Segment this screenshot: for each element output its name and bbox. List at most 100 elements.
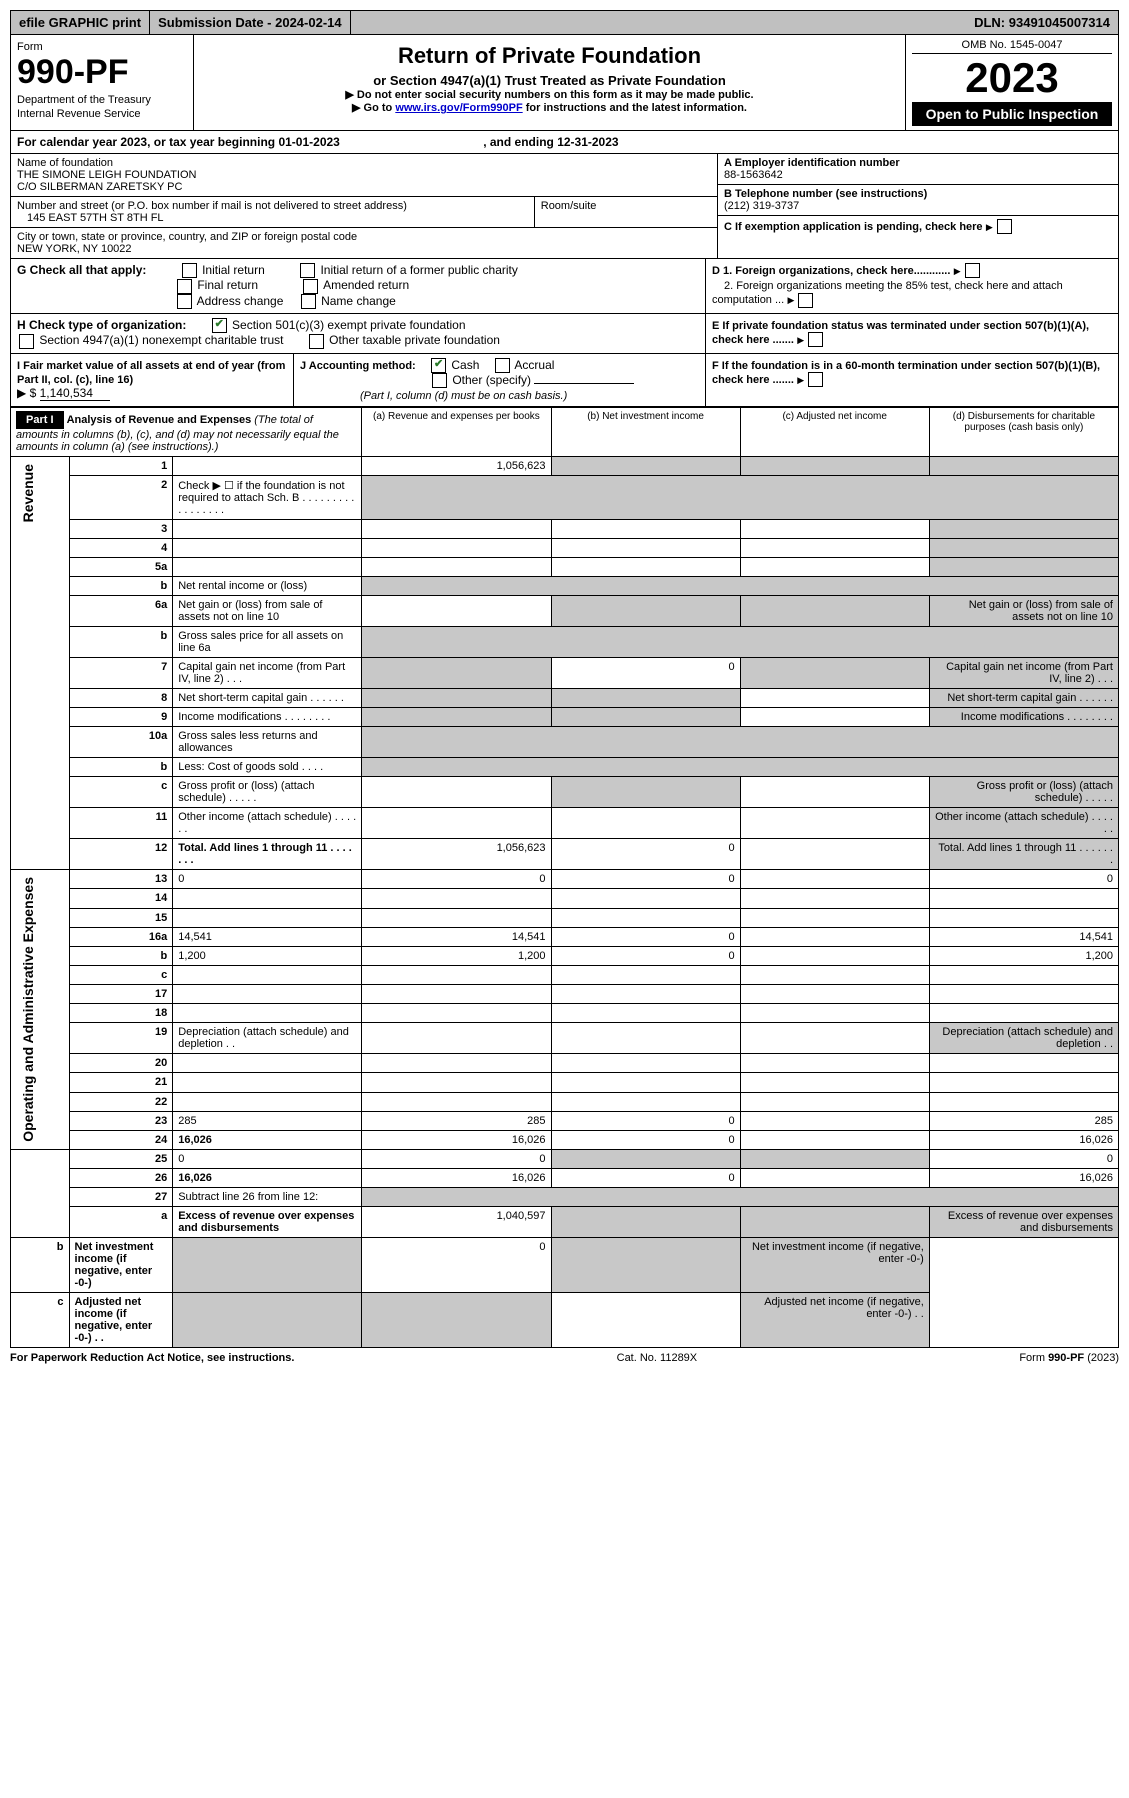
line-description: Less: Cost of goods sold . . . .: [173, 758, 362, 777]
line-number: 26: [69, 1169, 173, 1188]
cell-c: [740, 658, 929, 689]
tax-year: 2023: [912, 54, 1112, 102]
line-description: [173, 558, 362, 577]
line-description: Excess of revenue over expenses and disb…: [173, 1207, 362, 1238]
table-row: 3: [11, 520, 1119, 539]
cell-a: [362, 1092, 551, 1111]
footer: For Paperwork Reduction Act Notice, see …: [10, 1348, 1119, 1364]
table-row: Operating and Administrative Expenses130…: [11, 870, 1119, 889]
line-number: c: [69, 777, 173, 808]
line-number: b: [69, 627, 173, 658]
checkbox-otherpf[interactable]: [309, 334, 324, 349]
checkbox-address[interactable]: [177, 294, 192, 309]
line-description: 16,026: [173, 1130, 362, 1149]
cell-d: Gross profit or (loss) (attach schedule)…: [929, 777, 1118, 808]
cell-a: [362, 708, 551, 727]
cell-d: Adjusted net income (if negative, enter …: [740, 1293, 929, 1348]
checkbox-amended[interactable]: [303, 279, 318, 294]
line-number: 27: [69, 1188, 173, 1207]
checkbox-cash[interactable]: [431, 358, 446, 373]
table-row: aExcess of revenue over expenses and dis…: [11, 1207, 1119, 1238]
cell-b: [551, 965, 740, 984]
checkbox-namechange[interactable]: [301, 294, 316, 309]
checkbox-other-method[interactable]: [432, 373, 447, 388]
line-number: 18: [69, 1004, 173, 1023]
cell-a: 1,056,623: [362, 839, 551, 870]
line-description: [173, 520, 362, 539]
cell-a: [362, 658, 551, 689]
cell-c: [740, 927, 929, 946]
cell-a: [362, 539, 551, 558]
cell-d: [929, 1092, 1118, 1111]
cell-a: 16,026: [362, 1169, 551, 1188]
g-row: G Check all that apply: Initial return I…: [17, 263, 699, 278]
cell-d: Total. Add lines 1 through 11 . . . . . …: [929, 839, 1118, 870]
cell-b: [551, 777, 740, 808]
line-number: 22: [69, 1092, 173, 1111]
cell-d: 285: [929, 1111, 1118, 1130]
checkbox-accrual[interactable]: [495, 358, 510, 373]
cell-c: [740, 839, 929, 870]
line-description: [173, 1073, 362, 1092]
table-row: 7Capital gain net income (from Part IV, …: [11, 658, 1119, 689]
cell-b: 0: [551, 658, 740, 689]
line-description: Gross sales price for all assets on line…: [173, 627, 362, 658]
table-row: c: [11, 965, 1119, 984]
line-description: 16,026: [173, 1169, 362, 1188]
table-row: 2616,02616,026016,026: [11, 1169, 1119, 1188]
checkbox-initial-former[interactable]: [300, 263, 315, 278]
cell-a: [173, 1238, 362, 1293]
cell-d: 0: [929, 870, 1118, 889]
line-description: [173, 908, 362, 927]
cell-c: [740, 539, 929, 558]
expenses-label: Operating and Administrative Expenses: [16, 873, 40, 1146]
cell-c: [740, 558, 929, 577]
cell-d: Net gain or (loss) from sale of assets n…: [929, 596, 1118, 627]
table-row: 20: [11, 1054, 1119, 1073]
line-number: 1: [69, 457, 173, 476]
checkbox-d1[interactable]: [965, 263, 980, 278]
cell-d: Excess of revenue over expenses and disb…: [929, 1207, 1118, 1238]
cell-d: [929, 965, 1118, 984]
table-row: 16a14,54114,541014,541: [11, 927, 1119, 946]
table-row: 14: [11, 889, 1119, 908]
table-row: 11Other income (attach schedule) . . . .…: [11, 808, 1119, 839]
cell-a: 14,541: [362, 927, 551, 946]
table-row: 9Income modifications . . . . . . . .Inc…: [11, 708, 1119, 727]
form-link[interactable]: www.irs.gov/Form990PF: [395, 102, 522, 114]
cell-c: [551, 1293, 740, 1348]
table-row: 18: [11, 1004, 1119, 1023]
cell-c: [740, 870, 929, 889]
checkbox-final[interactable]: [177, 279, 192, 294]
cell-a: [362, 1054, 551, 1073]
line-number: 13: [69, 870, 173, 889]
cell-b: [362, 1293, 551, 1348]
checkbox-c[interactable]: [997, 219, 1012, 234]
checkbox-e[interactable]: [808, 332, 823, 347]
cell-c: [740, 777, 929, 808]
line-number: 6a: [69, 596, 173, 627]
checkbox-4947[interactable]: [19, 334, 34, 349]
cell-a: 1,056,623: [362, 457, 551, 476]
cell-c: [740, 457, 929, 476]
line-description: Net gain or (loss) from sale of assets n…: [173, 596, 362, 627]
line-number: 10a: [69, 727, 173, 758]
line-number: c: [11, 1293, 70, 1348]
line-number: 11: [69, 808, 173, 839]
cell-b: 0: [551, 1111, 740, 1130]
checkbox-d2[interactable]: [798, 293, 813, 308]
line-description: Gross sales less returns and allowances: [173, 727, 362, 758]
cell-a: [362, 889, 551, 908]
checkbox-501c3[interactable]: [212, 318, 227, 333]
cell-b: 0: [551, 1169, 740, 1188]
cell-d: [929, 908, 1118, 927]
checkbox-initial[interactable]: [182, 263, 197, 278]
foundation-name: THE SIMONE LEIGH FOUNDATION: [17, 169, 711, 181]
form-number-block: Form 990-PF Department of the Treasury I…: [11, 35, 194, 130]
line-number: 16a: [69, 927, 173, 946]
cell-a: [362, 777, 551, 808]
line-description: Total. Add lines 1 through 11 . . . . . …: [173, 839, 362, 870]
fair-market-value: 1,140,534: [40, 386, 110, 401]
checkbox-f[interactable]: [808, 372, 823, 387]
line-description: [173, 1092, 362, 1111]
